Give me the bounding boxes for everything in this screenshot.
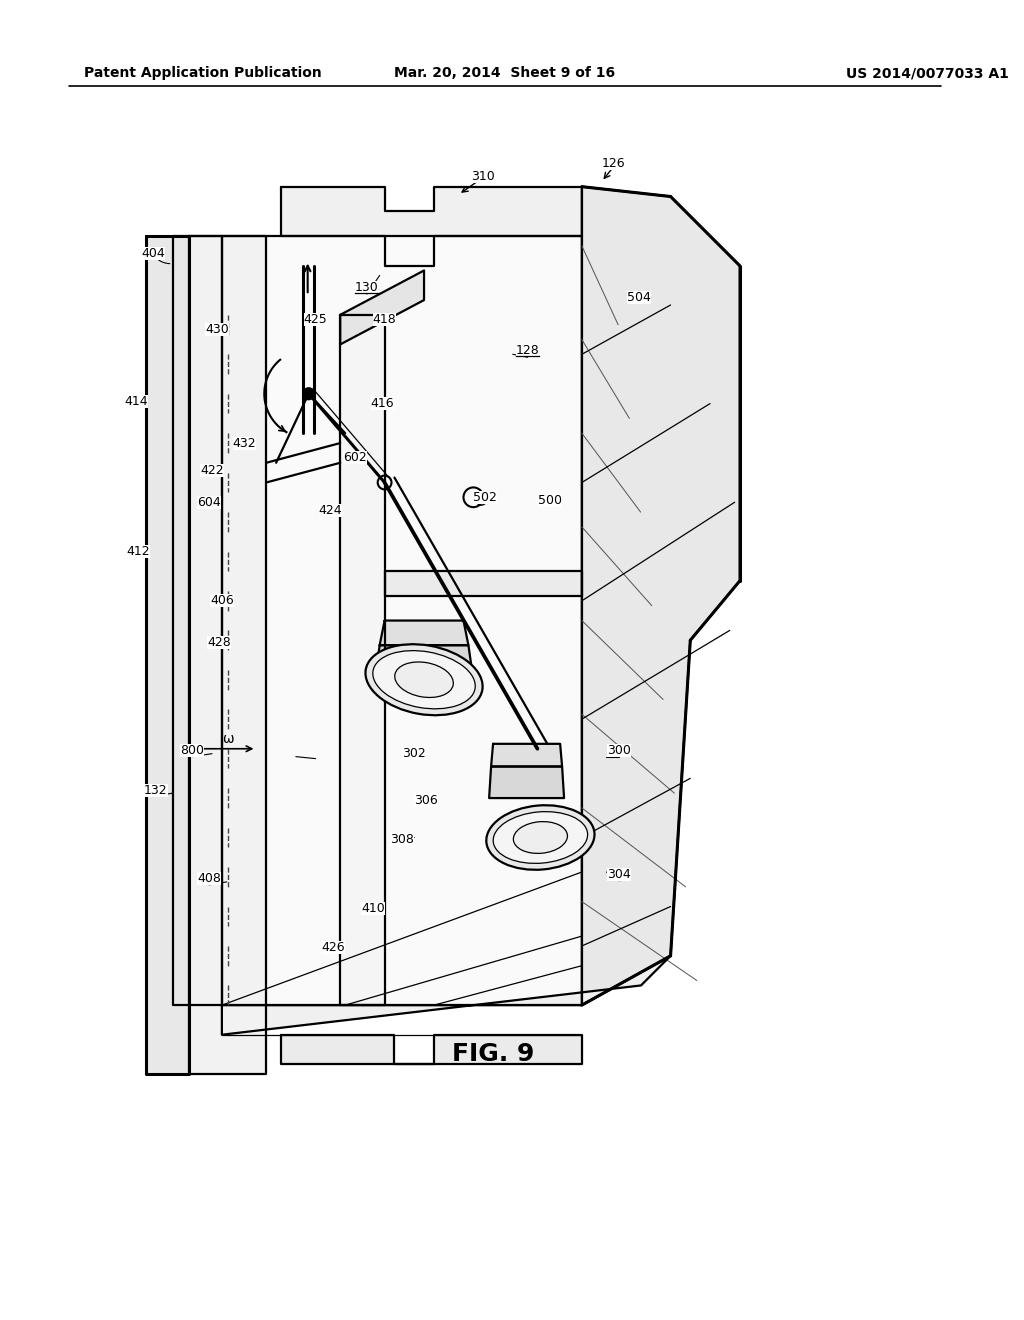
Text: Patent Application Publication: Patent Application Publication [84, 66, 322, 81]
Text: 308: 308 [390, 833, 415, 846]
Text: 425: 425 [304, 313, 328, 326]
Text: 304: 304 [607, 869, 631, 882]
Ellipse shape [513, 821, 567, 854]
Text: US 2014/0077033 A1: US 2014/0077033 A1 [846, 66, 1009, 81]
Ellipse shape [366, 644, 482, 715]
Polygon shape [146, 236, 189, 1074]
Ellipse shape [494, 812, 588, 863]
Text: 300: 300 [607, 744, 631, 758]
Text: 412: 412 [126, 545, 150, 558]
Ellipse shape [373, 651, 475, 709]
Text: 602: 602 [343, 451, 367, 465]
Text: 422: 422 [201, 465, 224, 477]
Text: 500: 500 [539, 494, 562, 507]
Text: 428: 428 [207, 636, 230, 648]
Text: 418: 418 [373, 313, 396, 326]
Polygon shape [222, 956, 671, 1035]
Ellipse shape [486, 805, 595, 870]
Polygon shape [222, 236, 582, 1005]
Text: 426: 426 [322, 941, 345, 954]
Text: 430: 430 [205, 323, 228, 337]
Ellipse shape [394, 661, 454, 697]
Text: 302: 302 [402, 747, 426, 760]
Text: 504: 504 [627, 290, 651, 304]
Text: 410: 410 [360, 902, 385, 915]
Polygon shape [340, 315, 385, 1005]
Text: 800: 800 [180, 744, 205, 758]
Text: 406: 406 [210, 594, 233, 607]
Text: 414: 414 [124, 395, 147, 408]
Text: Mar. 20, 2014  Sheet 9 of 16: Mar. 20, 2014 Sheet 9 of 16 [394, 66, 615, 81]
Polygon shape [380, 620, 468, 645]
Text: 416: 416 [371, 397, 394, 411]
Polygon shape [173, 236, 222, 1005]
Polygon shape [489, 767, 564, 799]
Polygon shape [375, 645, 473, 680]
Text: 132: 132 [144, 784, 168, 797]
Polygon shape [582, 186, 739, 1005]
Text: 604: 604 [198, 496, 221, 508]
Polygon shape [189, 236, 266, 1074]
Text: 404: 404 [141, 247, 165, 260]
Text: 306: 306 [414, 793, 438, 807]
Polygon shape [492, 744, 562, 767]
Polygon shape [385, 572, 582, 595]
Text: FIG. 9: FIG. 9 [452, 1043, 535, 1067]
Text: 408: 408 [198, 873, 221, 886]
Text: 424: 424 [318, 504, 342, 516]
Polygon shape [281, 186, 582, 265]
Text: 128: 128 [516, 343, 540, 356]
Text: 432: 432 [232, 437, 256, 450]
Text: 310: 310 [471, 170, 495, 183]
Circle shape [303, 388, 314, 400]
Text: 502: 502 [473, 491, 497, 504]
Text: ω: ω [222, 731, 233, 746]
Polygon shape [281, 1035, 582, 1064]
Polygon shape [340, 271, 424, 345]
Text: 126: 126 [601, 157, 626, 170]
Text: 130: 130 [355, 281, 379, 294]
